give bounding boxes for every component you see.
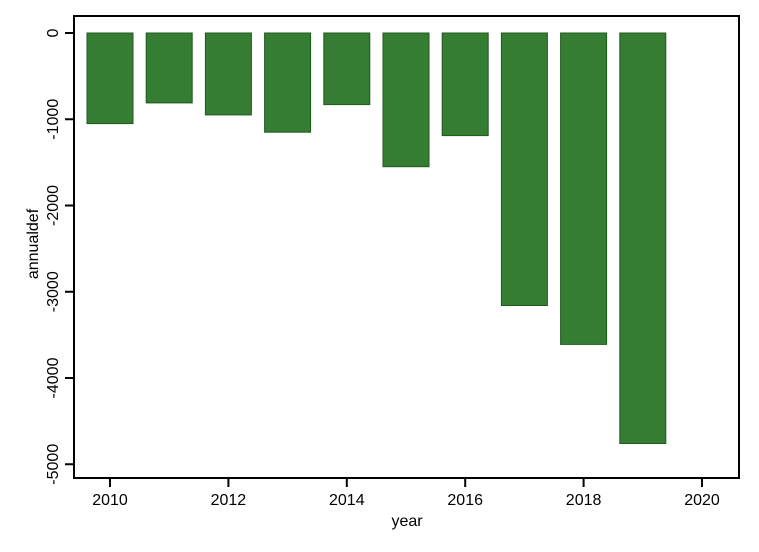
y-axis-title: annualdef	[25, 208, 42, 279]
y-tick-label: 0	[45, 28, 62, 37]
x-axis-title: year	[391, 513, 423, 530]
y-axis: 0 -1000 -2000 -3000 -4000 -5000	[45, 28, 74, 485]
x-tick-label: 2010	[92, 492, 128, 509]
x-tick-label: 2014	[329, 492, 365, 509]
bar-2019	[619, 32, 667, 444]
y-tick-label: -1000	[45, 99, 62, 140]
y-tick-label: -4000	[45, 357, 62, 398]
bar-2011	[145, 32, 193, 104]
bar-2014	[323, 32, 371, 106]
x-axis: 2010 2012 2014 2016 2018 2020	[92, 478, 720, 509]
plot-frame	[73, 15, 740, 479]
bar-2013	[264, 32, 312, 133]
y-tick-label: -2000	[45, 185, 62, 226]
x-tick-label: 2020	[684, 492, 720, 509]
x-tick-label: 2016	[447, 492, 483, 509]
bar-2016	[441, 32, 489, 137]
bar-2010	[86, 32, 134, 125]
y-tick-label: -3000	[45, 271, 62, 312]
x-tick-label: 2018	[566, 492, 602, 509]
bar-2017	[500, 32, 548, 306]
bars-layer	[86, 32, 667, 444]
x-tick-label: 2012	[211, 492, 247, 509]
y-tick-label: -5000	[45, 444, 62, 485]
bar-2012	[204, 32, 252, 116]
bar-2015	[382, 32, 430, 168]
bar-2018	[560, 32, 608, 345]
